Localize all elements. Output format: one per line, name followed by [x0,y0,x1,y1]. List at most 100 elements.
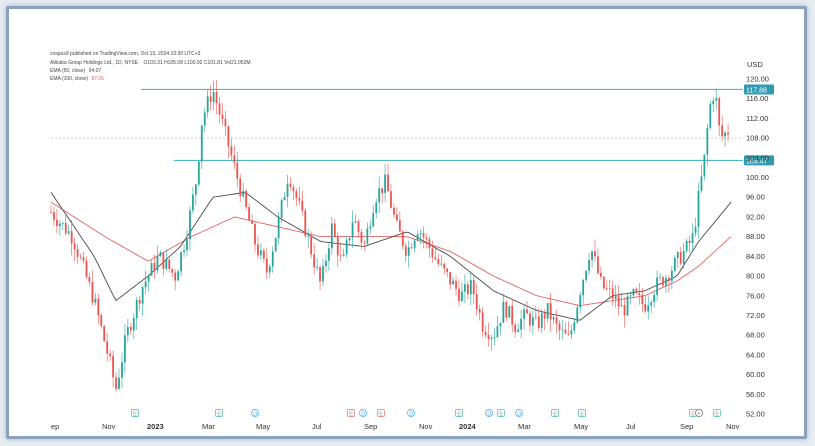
candle-body [316,267,318,268]
y-tick-label: 112.00 [746,114,768,123]
candle-body [532,317,534,326]
candle [419,229,422,245]
candle [251,214,253,225]
candle [452,276,454,285]
candle [588,252,590,275]
marker-shape [407,409,415,417]
candle-body [322,266,324,282]
candle-body [440,263,443,265]
candle [549,292,552,332]
candle-body [393,207,395,215]
candle-body [339,255,342,257]
marker-glyph: E [457,411,461,417]
candle-body [437,259,440,264]
candle [366,222,369,245]
y-tick-label: 104.00 [746,153,769,162]
candle [64,214,67,236]
x-tick-label: Nov [102,422,116,431]
earnings-marker: E [713,409,721,417]
candle [490,334,493,351]
earnings-marker: E [377,409,385,417]
candle-body [558,323,561,331]
candle [248,203,250,221]
candle-body [499,322,502,327]
candle-body [366,228,369,244]
candle [404,242,407,262]
candle [79,253,82,260]
candle-body [126,326,129,336]
candle [319,265,321,291]
y-tick-label: 52.00 [746,410,765,419]
candle [718,96,721,136]
marker-glyph: D [253,411,257,417]
candle-body [540,313,543,329]
candle [602,275,605,290]
candle [446,267,449,278]
level-price-label: 117.88 [746,87,767,94]
chart-frame: crispus9 published on TradingView.com, O… [6,6,807,439]
candle [260,243,262,261]
candle-body [174,272,177,281]
candle-body [138,300,141,304]
candle [106,332,109,362]
candle-body [70,231,73,244]
candle-body [239,178,242,197]
candle [328,243,330,271]
candle [67,225,70,236]
candle [523,305,525,330]
level-price-label: 103.47 [746,158,768,165]
marker-shape [497,409,505,417]
candle [70,219,73,256]
candle-body [546,303,549,319]
candle-body [67,231,70,234]
marker-shape [515,409,523,417]
dividend-marker: D [485,409,493,417]
candle [384,164,386,203]
candle-body [694,226,697,234]
candle [112,350,114,388]
candle [546,303,549,323]
candle-body [641,294,644,304]
candle [540,309,543,333]
ema50-value: 94.07 [89,68,102,74]
candle-body [552,317,555,320]
candle-body [242,190,245,197]
candle-body [464,284,466,292]
x-tick-label: May [574,422,588,431]
candle-body [141,287,144,304]
candle [585,269,588,283]
candle-body [458,288,460,302]
y-tick-label: 76.00 [746,291,765,300]
candle-body [351,222,354,238]
marker-glyph: E [499,411,503,417]
candle-body [333,223,336,237]
candle-body [487,334,490,340]
candle-body [573,322,576,331]
candle [363,240,366,251]
candle [552,314,555,324]
marker-glyph: D [517,411,521,417]
candle-body [82,257,85,261]
candle [534,305,537,321]
level-price-tag [744,84,774,95]
candle [215,79,218,115]
candle [700,164,703,194]
candle [310,231,313,259]
candle [526,300,528,314]
candle [428,236,431,258]
candles [50,79,729,393]
candle-body [579,295,582,308]
candle [61,221,64,230]
candle [570,324,573,340]
candle-body [375,202,378,213]
marker-glyph: E [133,411,137,417]
candle [230,138,233,161]
candle [115,371,117,393]
candle [316,258,318,271]
candle-body [186,239,188,251]
candle [529,309,531,332]
candle [455,275,457,296]
candle [715,88,718,110]
candle-body [236,162,239,179]
candle-body [647,305,650,312]
